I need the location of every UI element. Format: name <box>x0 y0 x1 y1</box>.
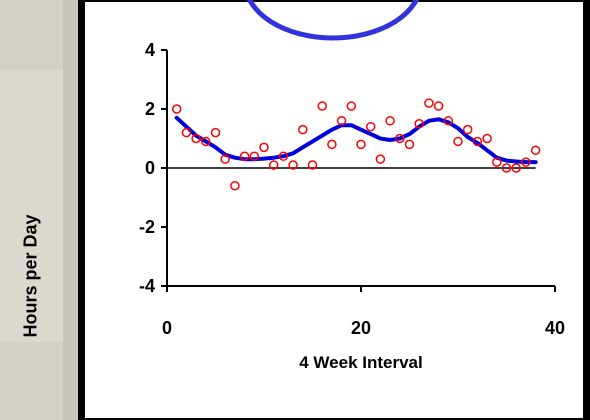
data-point <box>414 119 424 129</box>
data-point <box>249 151 260 161</box>
x-tick-label: 40 <box>545 318 565 338</box>
data-point <box>307 160 318 170</box>
y-tick-label: 4 <box>145 40 155 60</box>
y-tick-label: 0 <box>145 158 155 178</box>
data-point <box>336 116 347 126</box>
data-point <box>365 121 376 132</box>
data-point <box>259 142 269 153</box>
data-point <box>171 104 182 114</box>
y-axis-label: Hours per Day <box>20 214 41 338</box>
y-tick-label: 2 <box>145 99 155 119</box>
data-point <box>511 163 521 173</box>
data-point <box>317 101 327 111</box>
y-tick-label: -2 <box>139 217 155 237</box>
data-point <box>375 154 386 164</box>
x-tick-label: 20 <box>351 318 371 338</box>
panel-gutter <box>63 0 78 420</box>
data-point <box>530 145 541 156</box>
y-axis-label-box: Hours per Day <box>0 70 63 342</box>
left-panel: Hours per Day <box>0 0 78 420</box>
data-point <box>385 116 395 126</box>
data-point <box>433 101 444 111</box>
data-point <box>298 124 308 135</box>
data-point <box>346 101 357 111</box>
x-axis-label: 4 Week Interval <box>299 353 422 372</box>
y-tick-label: -4 <box>139 276 155 296</box>
data-point <box>395 133 405 144</box>
data-point <box>482 133 492 144</box>
data-point <box>443 116 454 126</box>
data-point <box>424 98 434 108</box>
data-point <box>230 180 240 191</box>
data-point <box>356 139 366 150</box>
data-point <box>278 151 289 161</box>
data-point <box>404 139 415 150</box>
chart-svg: 420-2-40 20 404 Week Interval <box>139 40 565 372</box>
data-point <box>327 139 337 150</box>
data-point <box>492 157 502 167</box>
data-point <box>453 136 463 147</box>
data-point <box>472 136 483 147</box>
data-point <box>181 127 192 138</box>
data-point <box>191 133 201 144</box>
data-point <box>201 136 211 147</box>
data-point <box>462 124 473 135</box>
data-point <box>210 127 221 138</box>
data-point <box>521 157 531 167</box>
data-point <box>239 151 250 161</box>
x-tick-label: 0 <box>162 318 172 338</box>
chart-frame: 4 2 0 -2 -4 0 20 40 4 Week Interval <box>83 0 585 420</box>
data-point <box>501 163 512 173</box>
trend-line <box>174 115 538 165</box>
data-point <box>268 160 279 170</box>
data-point <box>288 160 298 170</box>
data-point <box>220 154 230 164</box>
